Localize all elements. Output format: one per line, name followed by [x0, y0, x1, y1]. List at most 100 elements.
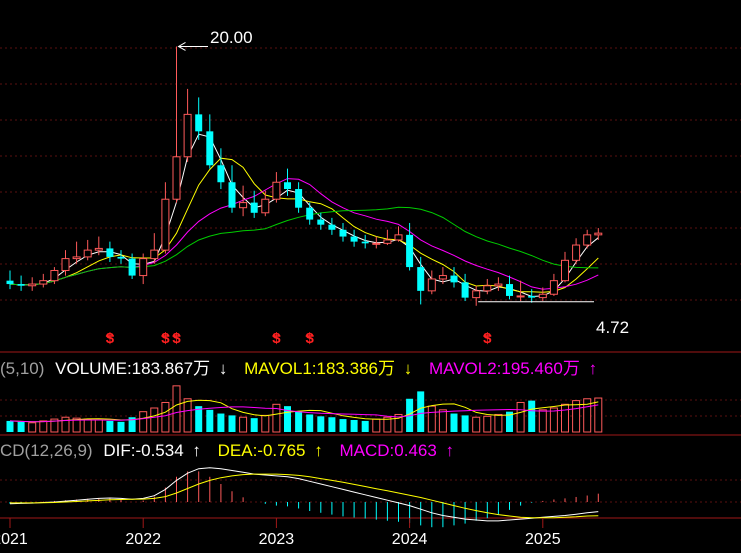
candle-body: [328, 224, 336, 230]
dif-value: DIF:-0.534: [103, 441, 183, 460]
volume-bar: [361, 420, 369, 432]
x-axis-label: 2023: [259, 531, 295, 548]
volume-bar: [50, 418, 59, 433]
candle-body: [94, 247, 103, 251]
x-axis-label: 2024: [392, 531, 428, 548]
dea-value: DEA:-0.765: [218, 441, 306, 460]
candle-body: [383, 239, 392, 244]
price-annotations: 20.00 4.72: [177, 28, 629, 337]
volume-bar: [317, 416, 325, 432]
high-price-arrowhead: [177, 42, 186, 51]
volume-bar: [150, 407, 159, 433]
candle-body: [250, 202, 258, 213]
candle-body: [61, 258, 70, 271]
mavol2-arrow: ↑: [589, 359, 598, 378]
candle-body: [417, 267, 425, 291]
volume-bar: [306, 414, 314, 432]
volume-bar: [372, 418, 381, 433]
candle-body: [583, 234, 592, 246]
volume-bar: [61, 416, 70, 433]
candle-body: [594, 232, 603, 236]
candle-body: [17, 284, 25, 286]
volume-bar: [350, 420, 358, 432]
volume-bar: [261, 414, 270, 433]
candle-body: [228, 182, 236, 208]
volume-bar: [383, 416, 392, 433]
high-price-label: 20.00: [210, 28, 253, 47]
candle-body: [472, 290, 481, 299]
candlesticks: [6, 46, 603, 306]
mavol1-arrow: ↓: [404, 359, 413, 378]
candle-body: [117, 256, 125, 259]
volume-value: VOLUME:183.867万: [55, 359, 210, 378]
candle-body: [106, 248, 114, 257]
mavol1-line: [9, 399, 599, 423]
candle-body: [494, 283, 503, 287]
volume-bar: [483, 415, 492, 433]
dollar-signal-icon: $: [106, 330, 115, 347]
candle-body: [483, 285, 492, 292]
candle-body: [549, 280, 558, 295]
candle-body: [195, 114, 203, 132]
candle-body: [128, 258, 136, 276]
candle-body: [239, 202, 248, 209]
volume-bar: [295, 411, 303, 432]
macd-header: CD(12,26,9) DIF:-0.534 ↑ DEA:-0.765 ↑ MA…: [0, 441, 454, 460]
candle-body: [28, 283, 37, 287]
volume-bar: [195, 406, 203, 432]
macd-indicator: [9, 467, 599, 528]
volume-bars: [6, 385, 603, 433]
volume-bar: [394, 413, 403, 433]
candle-body: [461, 282, 469, 298]
volume-bar: [139, 411, 148, 433]
candle-body: [427, 278, 436, 292]
candle-body: [572, 244, 581, 261]
candle-body: [150, 249, 159, 260]
mavol2-line: [9, 404, 599, 423]
candle-body: [317, 219, 325, 225]
candle-body: [306, 207, 314, 220]
candle-body: [139, 258, 148, 277]
dif-arrow: ↑: [192, 441, 201, 460]
volume-bar: [528, 400, 536, 432]
volume-bar: [561, 403, 569, 433]
volume-bar: [83, 418, 92, 433]
candle-body: [506, 284, 513, 296]
volume-bar: [6, 420, 14, 432]
dea-arrow: ↑: [314, 441, 323, 460]
candle-body: [394, 234, 403, 241]
volume-bar: [494, 413, 503, 433]
candle-body: [50, 269, 59, 282]
volume-bar: [516, 401, 525, 433]
dollar-signal-icon: $: [483, 330, 492, 347]
volume-bar: [183, 398, 192, 433]
candle-body: [406, 234, 414, 268]
volume-bar: [106, 420, 114, 432]
volume-bar: [427, 405, 436, 433]
candle-body: [72, 256, 81, 260]
candle-body: [206, 131, 214, 166]
volume-bar: [172, 385, 181, 433]
mavol2-value: MAVOL2:195.460万: [429, 359, 580, 378]
volume-bar: [583, 398, 592, 433]
volume-bar: [228, 415, 236, 432]
volume-bar: [239, 416, 248, 433]
volume-bar: [206, 409, 214, 432]
volume-bar: [217, 413, 225, 432]
signal-markers: $ $ $ $ $ $: [106, 330, 492, 347]
ma20-line: [9, 178, 599, 290]
volume-bar: [450, 413, 458, 432]
x-axis-label: 2025: [525, 531, 561, 548]
candle-body: [561, 259, 569, 282]
dollar-signal-icon: $: [161, 330, 170, 347]
dif-line: [9, 467, 599, 522]
macd-params: CD(12,26,9): [0, 441, 93, 460]
volume-bar: [272, 403, 281, 433]
candle-body: [261, 198, 270, 214]
dollar-signal-icon: $: [272, 330, 281, 347]
volume-bar: [594, 397, 603, 433]
candle-body: [516, 295, 525, 298]
candle-body: [172, 156, 181, 200]
volume-bar: [117, 421, 125, 432]
